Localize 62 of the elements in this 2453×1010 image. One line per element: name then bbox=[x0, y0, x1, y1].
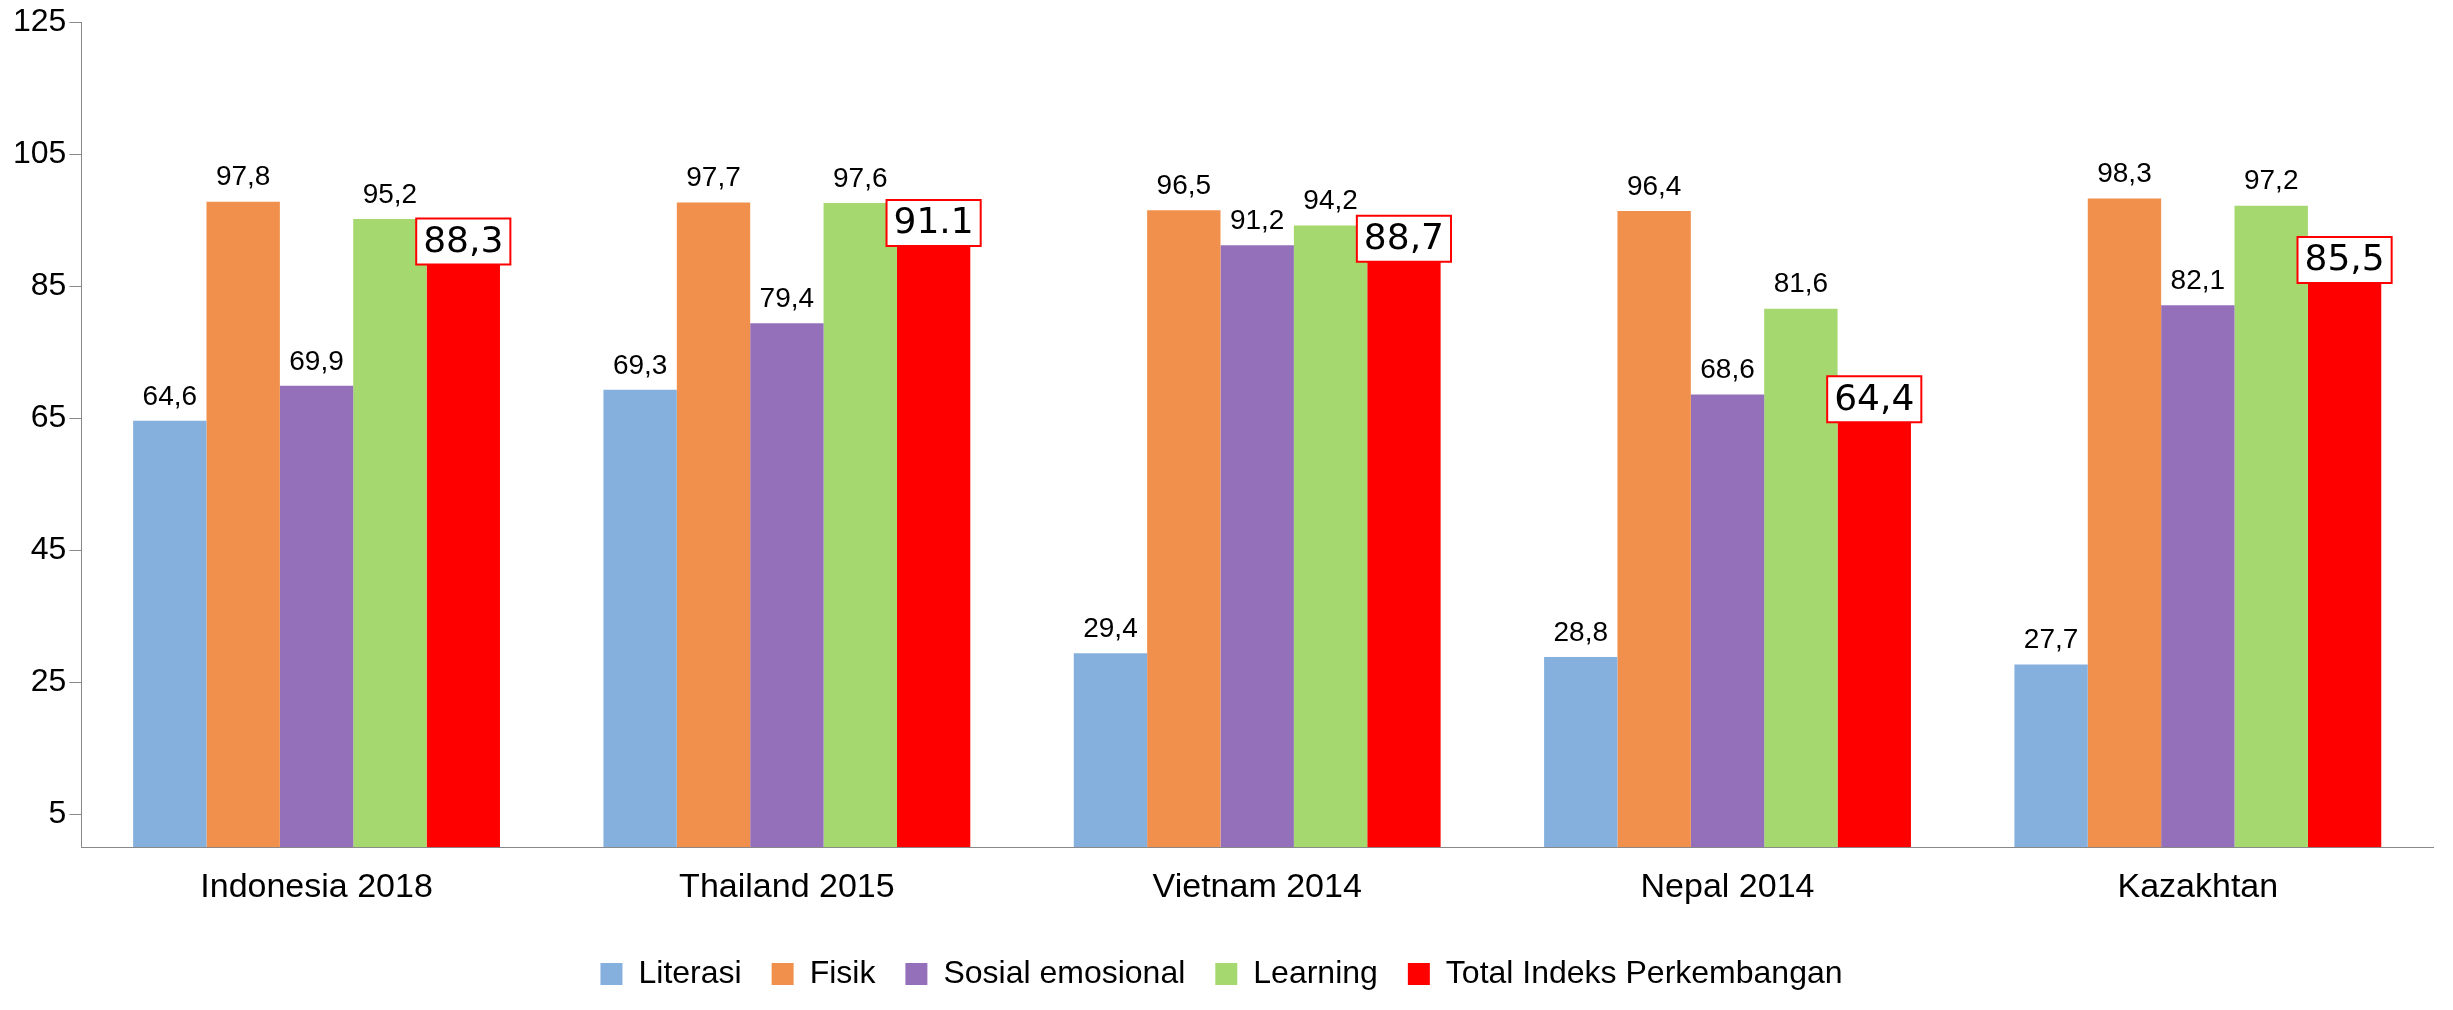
data-label: 28,8 bbox=[1553, 615, 1609, 647]
y-tick-label: 105 bbox=[13, 134, 67, 171]
bar bbox=[1617, 210, 1691, 848]
y-tick-label: 85 bbox=[30, 266, 67, 303]
data-label: 91.1 bbox=[893, 200, 974, 242]
legend-label: Sosial emosional bbox=[943, 953, 1186, 990]
legend-label: Learning bbox=[1253, 953, 1378, 990]
legend-label: Fisik bbox=[809, 953, 877, 990]
y-tick-label: 65 bbox=[30, 398, 67, 435]
bar bbox=[279, 385, 354, 848]
data-label: 88,3 bbox=[423, 218, 504, 260]
bar bbox=[133, 420, 207, 848]
data-label: 64,4 bbox=[1834, 376, 1915, 418]
bar bbox=[1764, 308, 1838, 848]
y-tick-label: 25 bbox=[30, 662, 67, 699]
data-label: 82,1 bbox=[2170, 264, 2226, 296]
bar bbox=[823, 203, 897, 848]
data-label: 97,2 bbox=[2243, 164, 2299, 196]
bar bbox=[2161, 305, 2235, 848]
data-label: 88,7 bbox=[1363, 216, 1445, 258]
data-label: 96,5 bbox=[1156, 169, 1212, 201]
data-label: 64,6 bbox=[142, 379, 198, 411]
data-label: 81,6 bbox=[1773, 267, 1829, 299]
bar bbox=[353, 218, 427, 848]
data-label: 96,4 bbox=[1626, 169, 1682, 201]
data-label: 97,6 bbox=[832, 161, 888, 193]
legend-label: Total Indeks Perkembangan bbox=[1445, 953, 1843, 990]
bar bbox=[1544, 657, 1618, 848]
data-label: 69,9 bbox=[289, 344, 344, 376]
legend-label: Literasi bbox=[638, 953, 742, 990]
bar bbox=[1293, 225, 1368, 848]
bar bbox=[676, 202, 751, 848]
data-label: 97,8 bbox=[215, 160, 271, 192]
bar bbox=[1147, 210, 1221, 848]
x-tick-label: Kazakhtan bbox=[2117, 865, 2279, 904]
bar bbox=[603, 389, 677, 848]
data-label: 29,4 bbox=[1083, 611, 1138, 643]
bar bbox=[2087, 198, 2162, 848]
bar bbox=[750, 323, 824, 848]
data-label: 79,4 bbox=[759, 281, 815, 313]
data-label: 95,2 bbox=[362, 177, 418, 209]
bar bbox=[1220, 245, 1294, 848]
data-label: 69,3 bbox=[612, 348, 668, 380]
x-tick-label: Thailand 2015 bbox=[679, 865, 895, 904]
bar bbox=[2014, 664, 2088, 848]
bar bbox=[1690, 394, 1765, 848]
data-label: 94,2 bbox=[1303, 184, 1358, 216]
data-label: 91,2 bbox=[1229, 204, 1285, 235]
data-label: 97,7 bbox=[686, 161, 741, 193]
y-tick-label: 5 bbox=[48, 794, 67, 831]
y-tick-label: 45 bbox=[30, 530, 67, 567]
data-label: 98,3 bbox=[2097, 157, 2152, 189]
bar bbox=[1073, 653, 1148, 848]
data-label: 85,5 bbox=[2304, 237, 2385, 279]
bar bbox=[2234, 205, 2308, 848]
data-label: 68,6 bbox=[1700, 353, 1755, 385]
data-label: 27,7 bbox=[2023, 623, 2079, 655]
bar bbox=[206, 201, 280, 848]
x-tick-label: Indonesia 2018 bbox=[200, 865, 433, 904]
x-tick-label: Nepal 2014 bbox=[1640, 865, 1815, 904]
x-tick-label: Vietnam 2014 bbox=[1152, 865, 1362, 904]
y-tick-label: 125 bbox=[13, 2, 67, 39]
